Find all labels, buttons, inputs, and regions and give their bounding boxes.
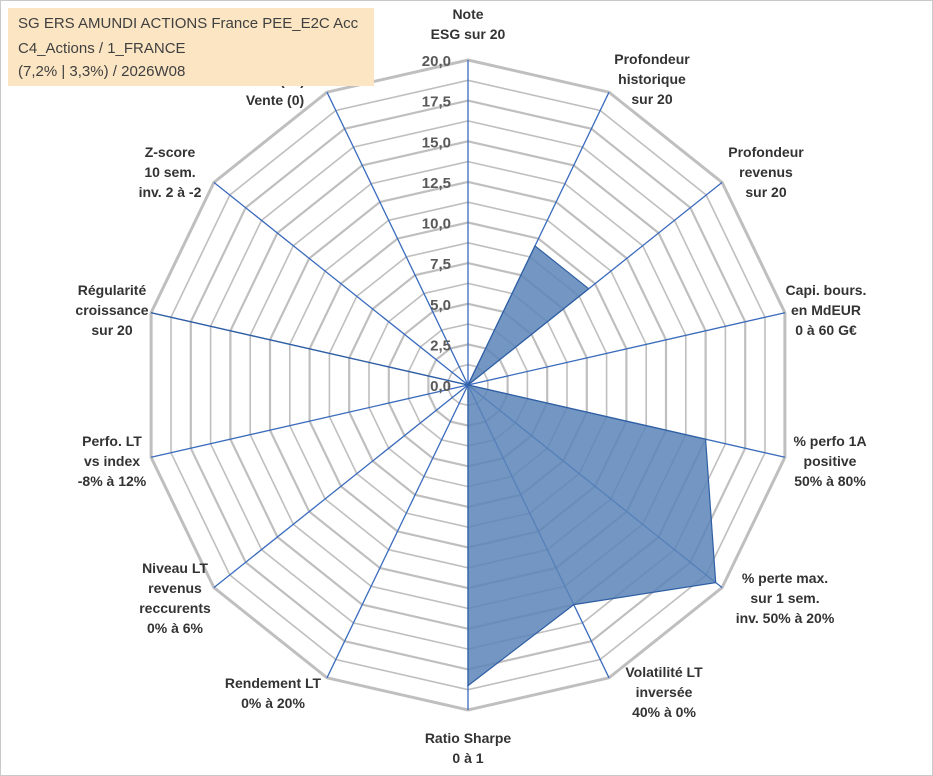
- axis-label: revenus: [739, 164, 793, 180]
- axis-label: croissance: [75, 302, 148, 318]
- axis-label: Note: [452, 6, 483, 22]
- axis-labels: Note ESG sur 20 Profondeur historique sur 20…: [75, 6, 866, 766]
- axis-label: reccurents: [139, 600, 211, 616]
- axis-label: % perfo 1A: [793, 433, 866, 449]
- axis-label: Volatilité LT: [625, 664, 703, 680]
- axis-label: -8% à 12%: [78, 473, 147, 489]
- axis-label: Vente (0): [246, 92, 304, 108]
- chart-title-line-3: (7,2% | 3,3%) / 2026W08: [18, 63, 186, 80]
- tick-label: 7,5: [430, 256, 451, 273]
- tick-label: 5,0: [430, 297, 451, 314]
- axis-label: 40% à 0%: [632, 704, 696, 720]
- radar-spoke: [326, 384, 469, 679]
- axis-label: Capi. bours.: [786, 282, 867, 298]
- axis-label: Z-score: [145, 144, 196, 160]
- axis-label: vs index: [84, 453, 140, 469]
- axis-label: Profondeur: [728, 144, 804, 160]
- axis-label: inv. 2 à -2: [139, 184, 202, 200]
- axis-label: sur 20: [631, 91, 672, 107]
- tick-label: 2,5: [430, 337, 451, 354]
- axis-label: Perfo. LT: [82, 433, 142, 449]
- axis-label: 50% à 80%: [794, 473, 866, 489]
- chart-title-line-1: SG ERS AMUNDI ACTIONS France PEE_E2C Acc: [18, 15, 359, 32]
- axis-label: Régularité: [78, 282, 147, 298]
- axis-label: sur 20: [91, 322, 132, 338]
- axis-label: sur 20: [745, 184, 786, 200]
- radar-spoke: [467, 312, 786, 386]
- radar-series-area: [150, 244, 717, 687]
- radar-spoke: [150, 384, 469, 458]
- axis-label: 0 à 1: [452, 750, 483, 766]
- axis-label: 0% à 20%: [241, 695, 305, 711]
- radar-spoke: [326, 91, 469, 386]
- axis-label: Ratio Sharpe: [425, 730, 512, 746]
- axis-label: ESG sur 20: [431, 26, 506, 42]
- axis-label: positive: [804, 453, 857, 469]
- axis-label: 10 sem.: [144, 164, 195, 180]
- axis-label: revenus: [148, 580, 202, 596]
- axis-label: Rendement LT: [225, 675, 322, 691]
- axis-label: inv. 50% à 20%: [736, 610, 835, 626]
- tick-label: 17,5: [422, 94, 451, 111]
- radar-spoke: [213, 181, 469, 386]
- axis-label: Niveau LT: [142, 560, 208, 576]
- chart-title-line-2: C4_Actions / 1_FRANCE: [18, 40, 186, 57]
- axis-label: sur 1 sem.: [750, 590, 819, 606]
- tick-label: 20,0: [422, 53, 451, 70]
- tick-label: 10,0: [422, 216, 451, 233]
- tick-label: 12,5: [422, 175, 451, 192]
- axis-label: Profondeur: [614, 51, 690, 67]
- tick-label: 0,0: [430, 378, 451, 395]
- tick-label: 15,0: [422, 134, 451, 151]
- axis-label: 0% à 6%: [147, 620, 204, 636]
- axis-label: historique: [618, 71, 686, 87]
- axis-label: en MdEUR: [791, 302, 861, 318]
- radial-tick-labels: 0,0 2,5 5,0 7,5 10,0 12,5 15,0 17,5 20,0: [422, 53, 451, 395]
- axis-label: inversée: [636, 684, 693, 700]
- radar-spoke: [213, 384, 469, 589]
- chart-title-box: SG ERS AMUNDI ACTIONS France PEE_E2C Acc…: [8, 8, 374, 86]
- axis-label: 0 à 60 G€: [795, 322, 857, 338]
- axis-label: % perte max.: [742, 570, 828, 586]
